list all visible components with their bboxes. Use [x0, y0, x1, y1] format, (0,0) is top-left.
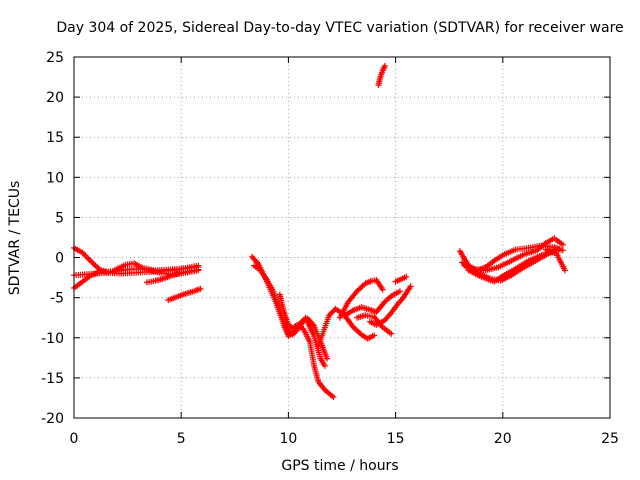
x-tick-label: 15 — [387, 431, 405, 447]
y-axis-label: SDTVAR / TECUs — [7, 181, 23, 296]
x-tick-label: 10 — [279, 431, 297, 447]
x-tick-label: 5 — [177, 431, 186, 447]
data-track-s — [465, 248, 558, 285]
data-track-o — [375, 62, 388, 89]
data-point-series — [276, 291, 337, 401]
data-point-series — [542, 246, 568, 274]
y-tick-label: 15 — [46, 130, 64, 146]
grid-lines — [74, 57, 610, 418]
data-point-series — [366, 283, 414, 328]
data-point-series — [165, 285, 204, 304]
data-track-t — [542, 246, 568, 274]
y-tick-label: 25 — [46, 50, 64, 66]
data-point-series — [465, 248, 558, 285]
y-tick-label: 20 — [46, 90, 64, 106]
data-point-series — [375, 62, 388, 89]
data-points — [71, 62, 568, 401]
y-tick-label: -5 — [50, 291, 64, 307]
data-point-series — [251, 262, 328, 369]
y-tick-label: -20 — [41, 411, 64, 427]
data-track-e — [165, 285, 204, 304]
chart-title: Day 304 of 2025, Sidereal Day-to-day VTE… — [56, 20, 623, 36]
data-track-j — [336, 277, 386, 321]
plot-frame — [73, 56, 611, 419]
y-tick-label: 10 — [46, 170, 64, 186]
data-track-k — [341, 288, 403, 320]
data-track-g — [251, 262, 328, 369]
data-point-series — [143, 266, 202, 286]
y-tick-label: -15 — [41, 371, 64, 387]
data-track-m — [366, 283, 414, 328]
y-tick-label: 0 — [55, 251, 64, 267]
data-point-series — [336, 277, 386, 321]
x-tick-label: 20 — [494, 431, 512, 447]
y-tick-label: -10 — [41, 331, 64, 347]
x-tick-label: 25 — [601, 431, 619, 447]
data-track-n — [392, 273, 410, 285]
data-track-d — [143, 266, 202, 286]
x-tick-label: 0 — [70, 431, 79, 447]
x-axis-label: GPS time / hours — [281, 458, 398, 474]
y-tick-label: 5 — [55, 210, 64, 226]
axis-ticks: 0 5 10 15 20 25 -20 -15 -10 -5 0 5 10 15 20 25 — [41, 50, 619, 447]
data-point-series — [392, 273, 410, 285]
data-point-series — [341, 288, 403, 320]
data-track-h — [276, 291, 337, 401]
